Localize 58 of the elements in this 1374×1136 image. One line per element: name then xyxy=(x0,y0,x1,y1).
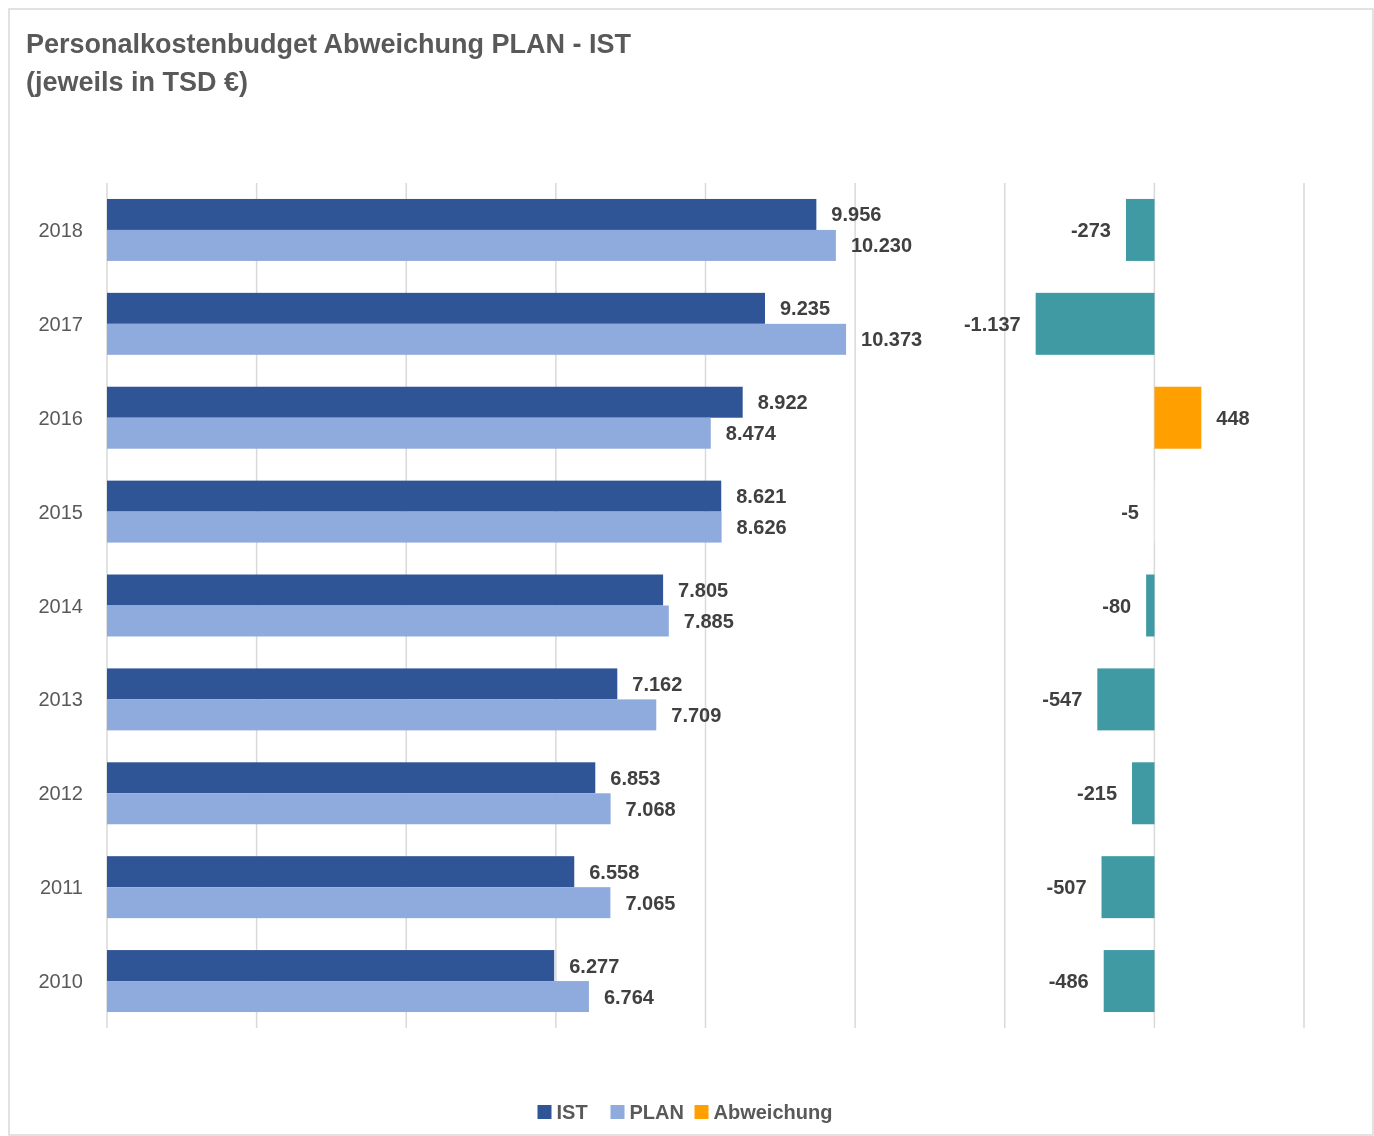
data-label: 7.805 xyxy=(678,579,729,602)
data-label: 9.235 xyxy=(779,297,831,320)
y-tick-label: 2016 xyxy=(38,406,83,429)
bar xyxy=(107,605,669,637)
legend-label: IST xyxy=(556,1101,588,1123)
data-label: 7.068 xyxy=(625,797,676,820)
data-label: -80 xyxy=(1102,594,1132,617)
y-tick-label: 2010 xyxy=(38,970,83,993)
legend-label: Abweichung xyxy=(713,1101,833,1123)
data-label: 8.626 xyxy=(736,516,787,539)
data-label: -547 xyxy=(1042,688,1083,711)
bar xyxy=(107,386,743,418)
y-tick-label: 2013 xyxy=(38,688,83,711)
data-label: 7.885 xyxy=(683,609,734,632)
data-label: 6.558 xyxy=(589,860,640,883)
bar xyxy=(107,856,575,888)
bar xyxy=(107,480,722,512)
data-label: -486 xyxy=(1048,970,1089,993)
bar xyxy=(107,511,722,543)
bar xyxy=(107,292,765,324)
bar xyxy=(107,574,664,606)
bar xyxy=(107,198,817,230)
bar xyxy=(107,981,589,1013)
data-label: 7.065 xyxy=(625,891,676,914)
bar xyxy=(107,323,847,355)
data-label: 7.162 xyxy=(632,672,683,695)
legend-label: PLAN xyxy=(629,1101,684,1123)
bar xyxy=(107,950,555,982)
data-label: 7.709 xyxy=(671,703,722,726)
data-label: -215 xyxy=(1077,782,1118,805)
data-label: 9.956 xyxy=(831,203,882,226)
bar xyxy=(107,668,618,700)
bar xyxy=(107,417,711,449)
y-tick-label: 2012 xyxy=(38,782,83,805)
data-label: 8.922 xyxy=(757,391,808,414)
data-label: 8.621 xyxy=(736,485,787,508)
bar xyxy=(107,699,657,731)
chart-title: Personalkostenbudget Abweichung PLAN - IST (jeweils in TSD €) xyxy=(26,29,632,97)
bar xyxy=(107,793,611,825)
bar xyxy=(107,762,596,794)
y-tick-label: 2018 xyxy=(38,218,83,241)
data-label: 8.474 xyxy=(725,422,777,445)
y-tick-label: 2011 xyxy=(39,876,83,899)
data-label: -273 xyxy=(1070,218,1111,241)
y-tick-label: 2017 xyxy=(38,312,83,335)
y-tick-label: 2014 xyxy=(38,594,83,617)
data-label: -507 xyxy=(1046,876,1087,899)
data-label: 6.277 xyxy=(569,954,620,977)
bar xyxy=(107,887,611,919)
data-label: 6.853 xyxy=(610,766,661,789)
data-label: 10.230 xyxy=(850,234,913,257)
data-label: 448 xyxy=(1216,406,1250,429)
data-label: 6.764 xyxy=(603,985,655,1008)
y-tick-label: 2015 xyxy=(38,500,83,523)
data-label: -1.137 xyxy=(963,312,1021,335)
bar xyxy=(107,229,836,261)
data-label: 10.373 xyxy=(861,328,923,351)
data-label: -5 xyxy=(1121,500,1139,523)
